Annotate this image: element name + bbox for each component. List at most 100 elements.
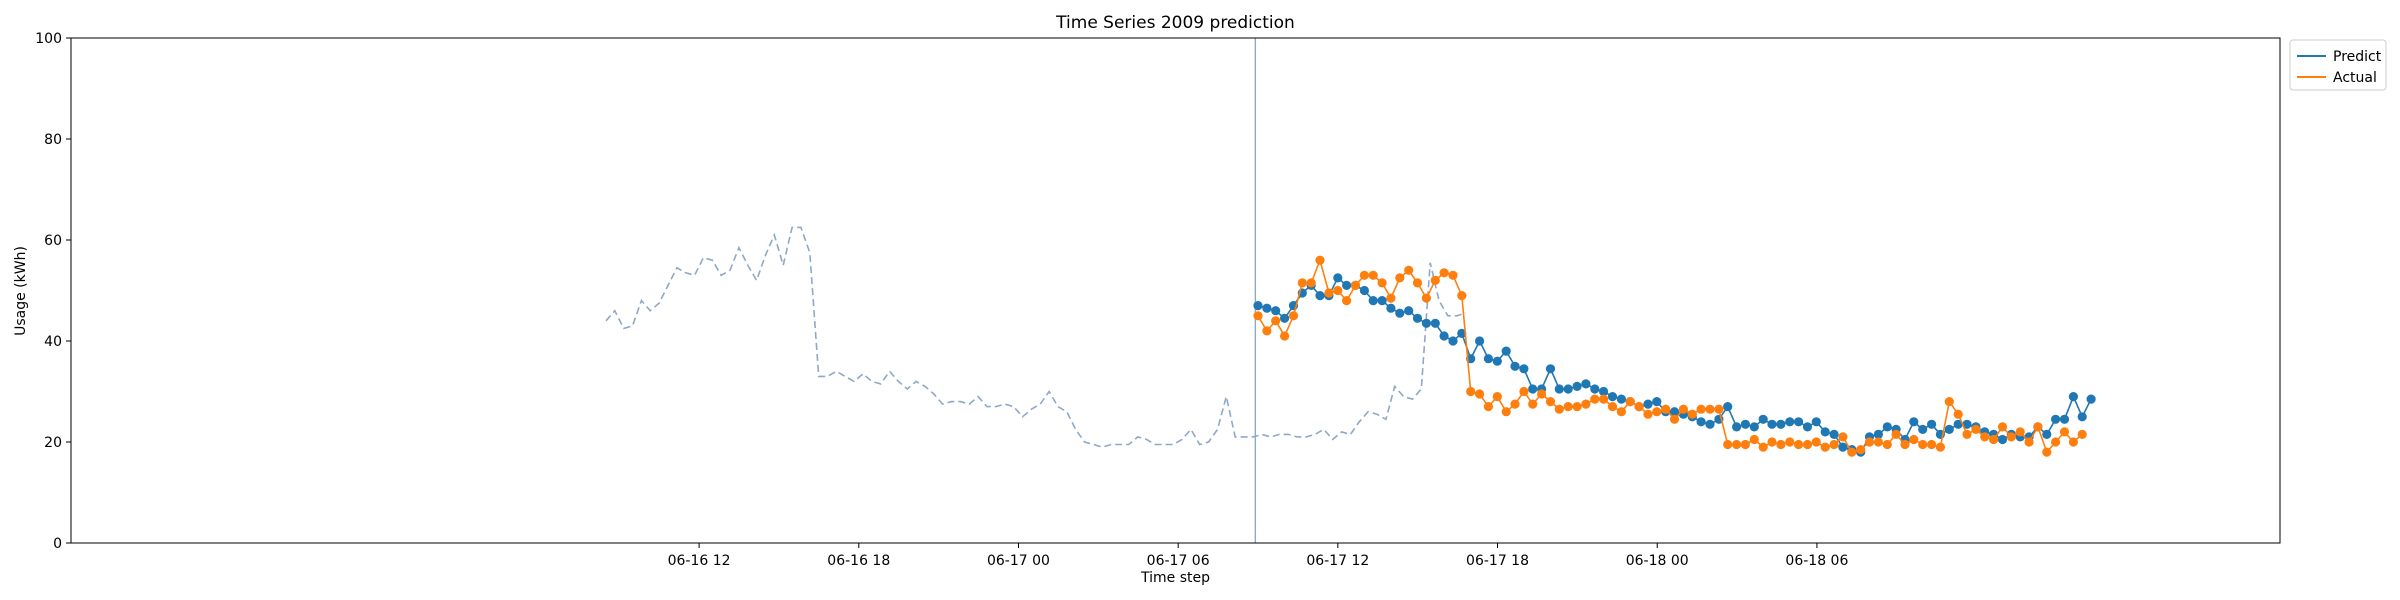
y-axis-label: Usage (kWh) [13, 246, 29, 336]
x-tick-label: 06-18 00 [1626, 553, 1689, 569]
data-point-predict [1776, 419, 1786, 429]
data-point-actual [1554, 404, 1564, 414]
data-point-actual [2024, 437, 2034, 447]
data-point-predict [1829, 429, 1839, 439]
data-point-actual [1776, 439, 1786, 450]
data-point-actual [1448, 270, 1458, 280]
data-point-actual [1412, 278, 1423, 288]
data-point-predict [1767, 419, 1777, 429]
data-point-actual [2077, 429, 2087, 439]
data-point-actual [1563, 402, 1573, 412]
data-point-predict [1492, 356, 1502, 366]
data-point-actual [1572, 402, 1582, 412]
data-point-predict [1572, 381, 1582, 391]
data-point-actual [1386, 293, 1396, 303]
data-point-predict [1740, 419, 1750, 429]
data-point-predict [1439, 331, 1449, 341]
data-point-actual [1918, 439, 1928, 450]
data-point-actual [1607, 402, 1618, 412]
data-point-actual [1962, 429, 1972, 439]
data-point-actual [1749, 434, 1759, 445]
data-point-actual [1643, 409, 1653, 419]
data-point-actual [1421, 293, 1431, 303]
data-point-actual [1927, 439, 1937, 450]
data-point-actual [1528, 399, 1538, 409]
data-point-actual [1599, 394, 1609, 404]
x-tick-label: 06-17 18 [1466, 553, 1529, 569]
data-point-predict [1607, 392, 1618, 402]
data-point-predict [1749, 422, 1759, 432]
data-point-actual [1669, 414, 1680, 424]
data-point-actual [1714, 404, 1724, 414]
data-point-predict [1590, 384, 1600, 394]
data-point-actual [1359, 270, 1369, 280]
data-point-predict [1395, 308, 1405, 318]
y-tick-label: 20 [44, 435, 62, 451]
data-point-actual [1492, 392, 1502, 402]
data-point-actual [1891, 429, 1901, 439]
y-tick-label: 80 [44, 132, 62, 148]
data-point-predict [1271, 306, 1281, 316]
data-point-actual [1280, 331, 1290, 341]
data-point-predict [1404, 306, 1414, 316]
data-point-actual [2059, 427, 2070, 437]
data-point-predict [1342, 280, 1352, 290]
data-point-actual [1811, 437, 1821, 447]
data-point-actual [1829, 439, 1839, 450]
data-point-predict [1652, 397, 1662, 407]
data-point-actual [1820, 442, 1830, 452]
data-point-predict [1448, 336, 1458, 346]
data-point-actual [1439, 268, 1449, 278]
data-point-actual [2051, 437, 2061, 447]
data-point-actual [1350, 280, 1361, 290]
data-point-actual [1616, 407, 1626, 417]
data-point-actual [1785, 437, 1795, 447]
data-point-actual [1315, 255, 1325, 265]
data-point-actual [1882, 439, 1892, 450]
data-point-actual [2042, 447, 2052, 457]
data-point-actual [1457, 291, 1467, 301]
data-point-actual [1740, 439, 1750, 450]
data-point-actual [1537, 389, 1547, 399]
data-point-actual [1856, 445, 1866, 455]
data-point-actual [1342, 296, 1352, 306]
data-point-actual [1980, 432, 1990, 442]
data-point-predict [2059, 414, 2070, 424]
data-point-predict [1386, 303, 1396, 313]
x-tick-label: 06-16 12 [668, 553, 731, 569]
y-tick-label: 60 [44, 233, 62, 249]
data-point-actual [1678, 404, 1688, 414]
data-point-predict [1838, 442, 1848, 452]
plot-frame [70, 37, 2281, 544]
data-point-predict [1581, 379, 1591, 389]
data-point-predict [1811, 417, 1821, 427]
data-point-actual [1971, 424, 1981, 434]
data-point-actual [1519, 386, 1529, 397]
data-point-predict [1501, 346, 1511, 356]
data-point-predict [1421, 318, 1431, 328]
data-point-actual [1847, 447, 1857, 457]
data-point-predict [1794, 417, 1804, 427]
data-point-predict [1510, 361, 1520, 371]
data-point-actual [1475, 389, 1485, 399]
x-tick-label: 06-17 00 [987, 553, 1050, 569]
data-point-predict [1483, 354, 1493, 364]
data-point-predict [1643, 399, 1653, 409]
data-point-predict [1705, 419, 1715, 429]
data-point-actual [1723, 439, 1733, 450]
data-point-actual [1510, 399, 1520, 409]
data-point-actual [1625, 397, 1635, 407]
x-tick-label: 06-16 18 [827, 553, 890, 569]
x-tick-label: 06-18 06 [1785, 553, 1848, 569]
data-point-actual [1288, 311, 1299, 321]
data-point-actual [1661, 404, 1671, 414]
x-tick-label: 06-17 06 [1147, 553, 1210, 569]
data-point-predict [1802, 422, 1813, 432]
data-point-actual [1989, 434, 1999, 445]
data-point-actual [1802, 439, 1813, 450]
data-point-actual [1590, 394, 1600, 404]
data-point-predict [1359, 285, 1369, 296]
data-point-actual [1705, 404, 1715, 414]
x-tick-label: 06-17 12 [1306, 553, 1369, 569]
y-tick-label: 0 [53, 536, 62, 552]
